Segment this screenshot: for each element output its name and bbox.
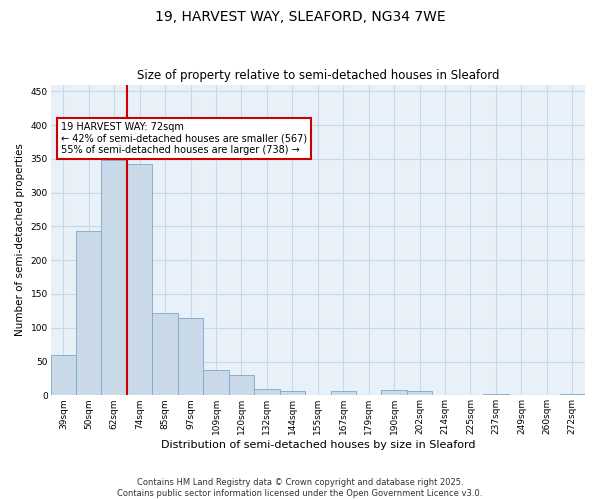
Bar bbox=[101, 160, 127, 396]
Bar bbox=[50, 355, 76, 396]
Bar bbox=[127, 164, 152, 396]
Text: 19, HARVEST WAY, SLEAFORD, NG34 7WE: 19, HARVEST WAY, SLEAFORD, NG34 7WE bbox=[155, 10, 445, 24]
Bar bbox=[382, 390, 407, 396]
Text: 19 HARVEST WAY: 72sqm
← 42% of semi-detached houses are smaller (567)
55% of sem: 19 HARVEST WAY: 72sqm ← 42% of semi-deta… bbox=[61, 122, 307, 155]
Bar bbox=[560, 394, 585, 396]
Bar bbox=[152, 313, 178, 396]
Bar bbox=[203, 370, 229, 396]
Bar bbox=[254, 389, 280, 396]
Y-axis label: Number of semi-detached properties: Number of semi-detached properties bbox=[15, 144, 25, 336]
Bar bbox=[407, 390, 433, 396]
Bar bbox=[178, 318, 203, 396]
Bar bbox=[483, 394, 509, 396]
Bar bbox=[76, 231, 101, 396]
Title: Size of property relative to semi-detached houses in Sleaford: Size of property relative to semi-detach… bbox=[137, 69, 499, 82]
X-axis label: Distribution of semi-detached houses by size in Sleaford: Distribution of semi-detached houses by … bbox=[161, 440, 475, 450]
Bar bbox=[331, 390, 356, 396]
Bar bbox=[229, 375, 254, 396]
Bar bbox=[280, 390, 305, 396]
Text: Contains HM Land Registry data © Crown copyright and database right 2025.
Contai: Contains HM Land Registry data © Crown c… bbox=[118, 478, 482, 498]
